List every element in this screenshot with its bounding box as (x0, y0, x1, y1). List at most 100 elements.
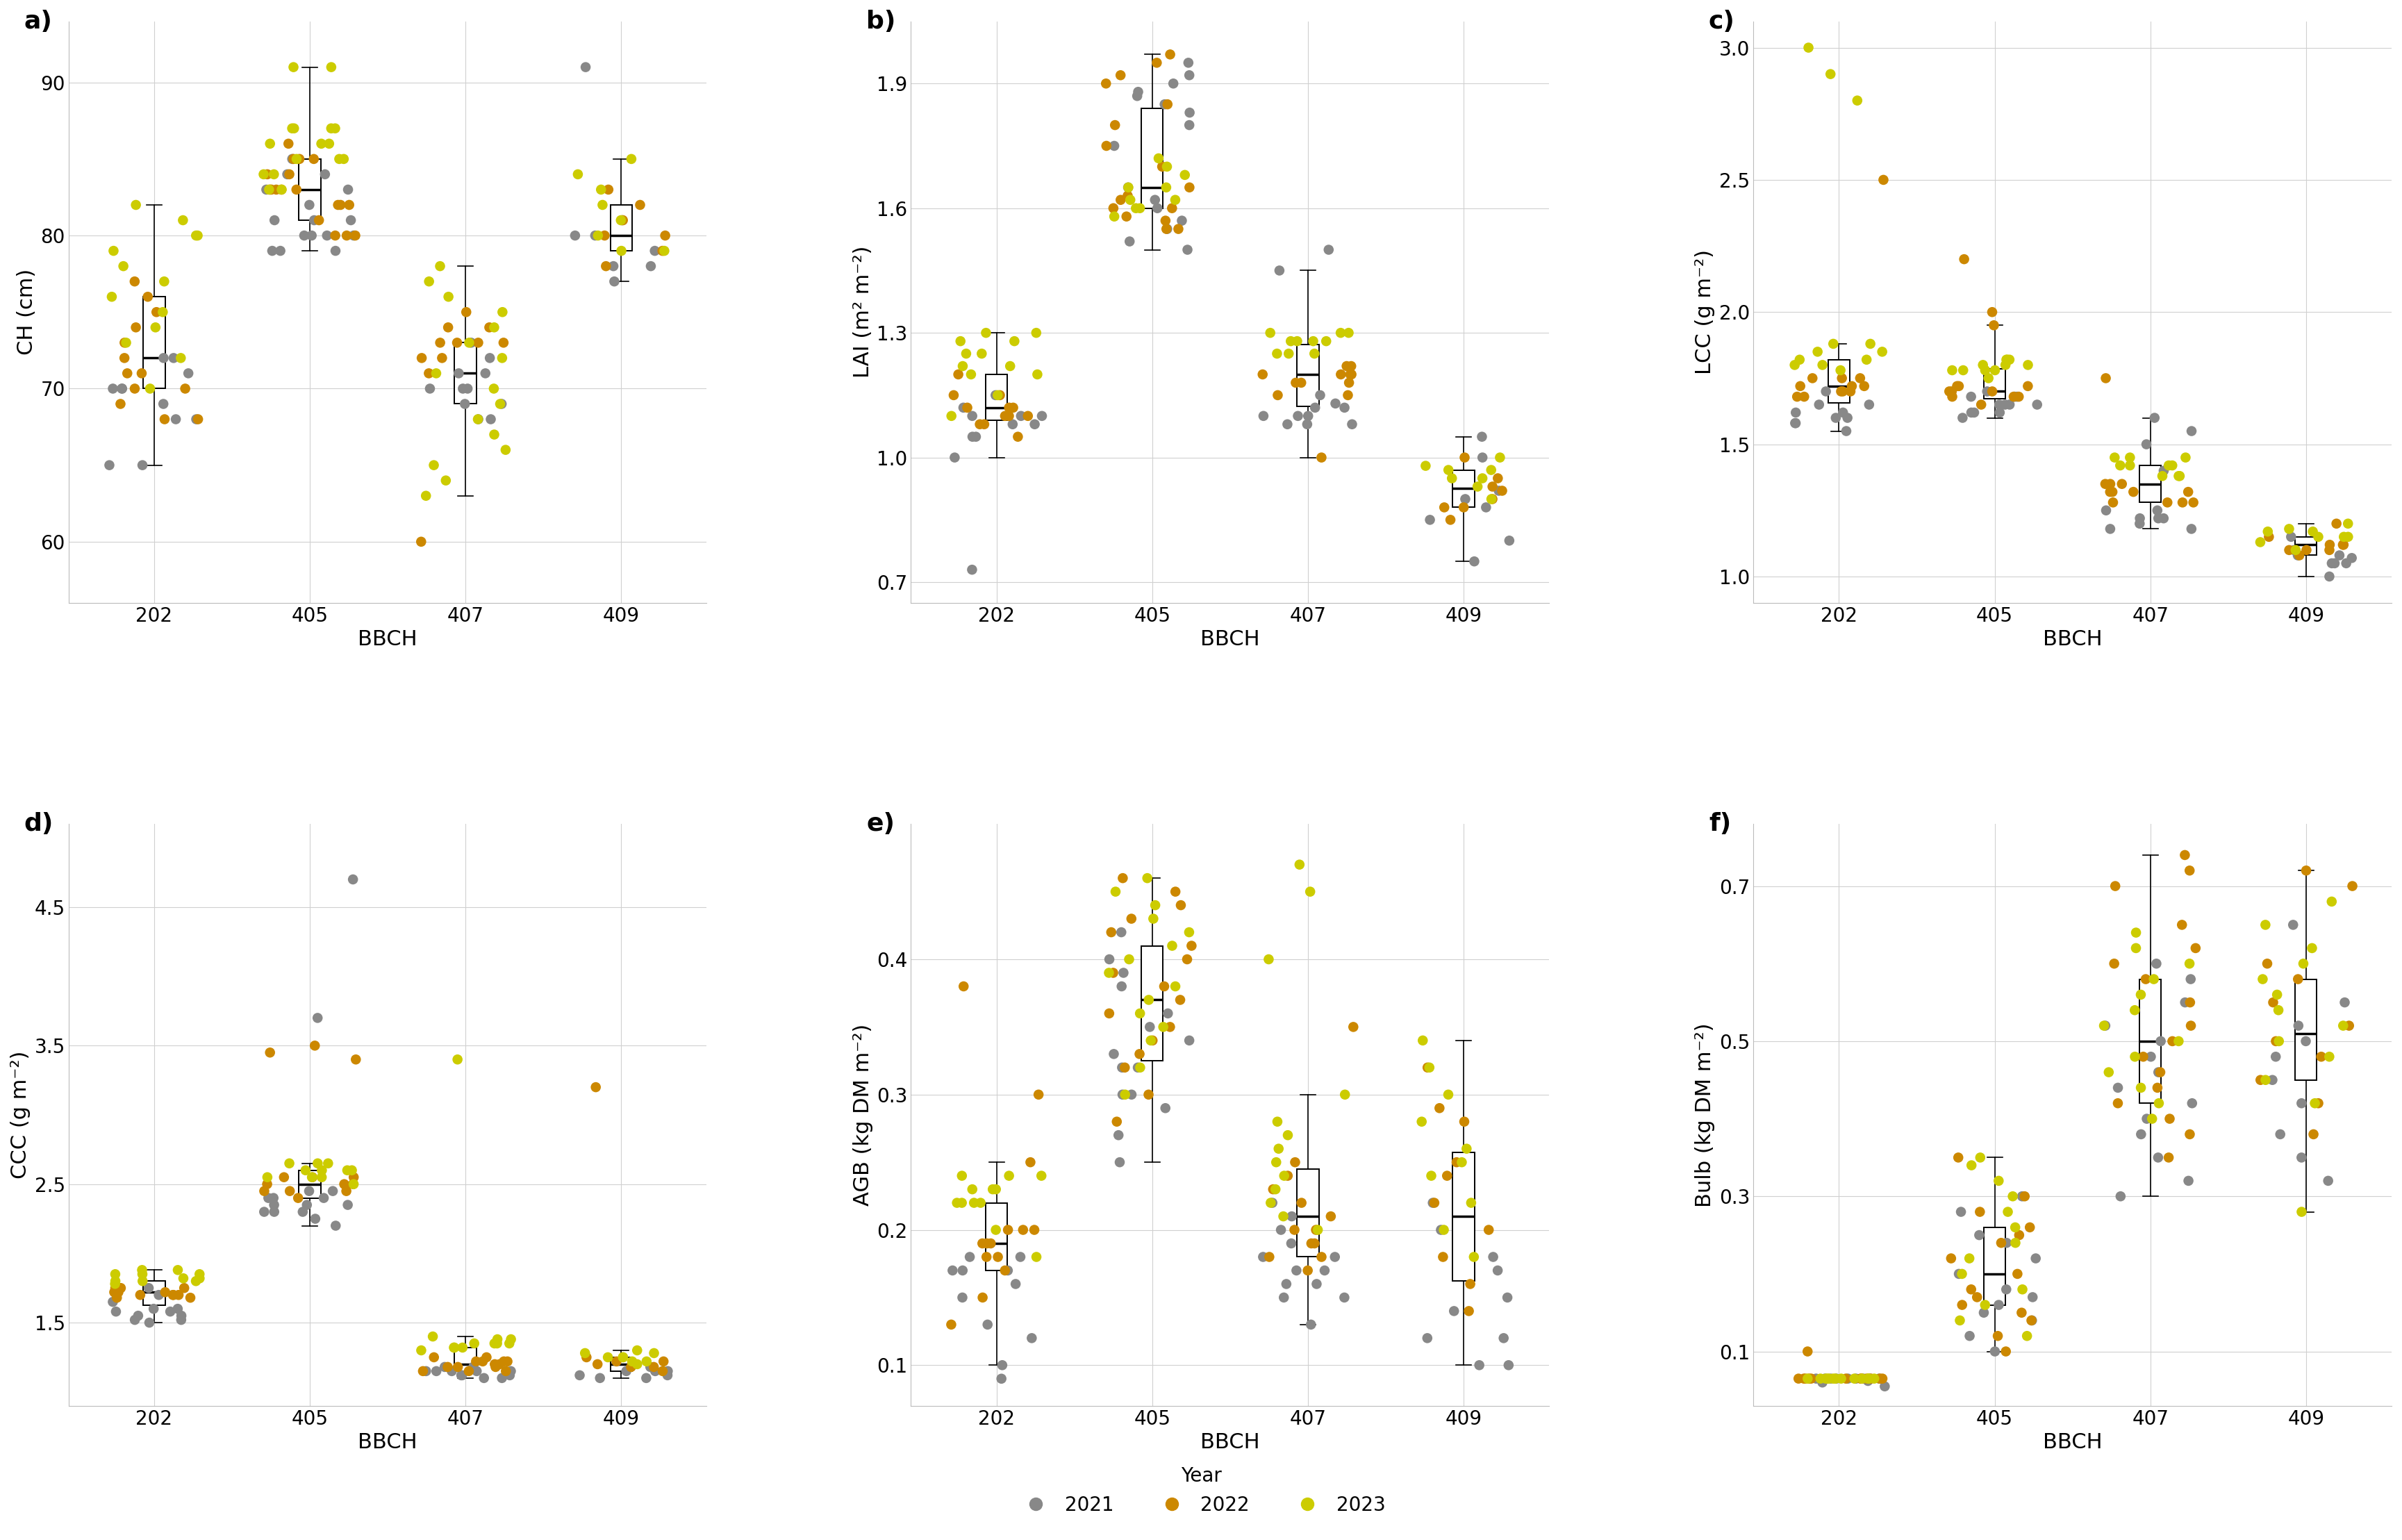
Point (1014, 1326, 1052, 1351)
Point (2241, 1067, 2279, 1092)
Point (2164, 490, 2203, 514)
Point (1302, 383, 1340, 408)
Point (334, 867, 372, 892)
Point (334, 1164, 372, 1189)
Point (2311, 537, 2349, 562)
Point (1009, 403, 1047, 428)
Point (1780, 374, 1818, 399)
Point (1249, 947, 1287, 972)
Point (1938, 374, 1977, 399)
Point (1866, 1374, 1905, 1398)
Point (963, 1230, 1002, 1255)
Point (2018, 1246, 2056, 1270)
Point (123, 1269, 161, 1294)
Point (293, 1164, 331, 1189)
Point (1119, 80, 1158, 105)
Point (944, 1258, 982, 1283)
Point (2013, 1307, 2051, 1332)
Point (447, 300, 485, 325)
Bar (1984, 370, 2006, 399)
Point (1117, 196, 1155, 220)
Point (2092, 516, 2131, 541)
Point (2248, 519, 2287, 544)
Point (444, 1335, 483, 1360)
Point (2308, 1169, 2347, 1193)
Point (1953, 1153, 1991, 1178)
Point (1850, 1366, 1888, 1391)
Point (123, 1258, 161, 1283)
Point (2171, 858, 2210, 882)
Point (567, 1344, 605, 1369)
Point (1427, 1163, 1465, 1187)
Point (327, 1178, 365, 1203)
Point (1955, 400, 1994, 425)
Point (1448, 1137, 1487, 1161)
Point (586, 223, 625, 248)
Point (430, 316, 468, 340)
Point (567, 55, 605, 80)
Point (990, 396, 1028, 420)
Point (1170, 1029, 1208, 1053)
Point (1256, 1150, 1295, 1175)
Point (1850, 1366, 1888, 1391)
Point (1429, 1083, 1468, 1107)
Point (1134, 1029, 1172, 1053)
Point (106, 331, 144, 356)
Point (315, 1178, 353, 1203)
Point (1307, 330, 1345, 354)
Point (2332, 873, 2371, 898)
Point (1842, 1366, 1881, 1391)
Point (96, 1280, 135, 1304)
Point (1972, 300, 2010, 325)
Point (994, 411, 1033, 436)
Point (1982, 1230, 2020, 1255)
Point (98, 1280, 137, 1304)
Point (596, 269, 634, 294)
Point (1117, 83, 1155, 108)
Point (1472, 487, 1511, 511)
Point (1821, 357, 1859, 382)
Point (2246, 913, 2284, 938)
X-axis label: BBCH: BBCH (2042, 630, 2102, 650)
Point (632, 254, 670, 279)
Point (963, 1286, 1002, 1311)
Point (247, 1164, 286, 1189)
Point (1268, 1272, 1307, 1297)
Point (276, 146, 315, 171)
Point (1328, 383, 1367, 408)
Point (608, 1358, 646, 1383)
Point (1023, 403, 1062, 428)
Point (2258, 1029, 2296, 1053)
Point (329, 177, 368, 202)
Bar (298, 159, 322, 220)
Legend: 2021, 2022, 2023: 2021, 2022, 2023 (1009, 1458, 1393, 1523)
Point (600, 208, 639, 233)
Point (1823, 379, 1862, 403)
Point (1103, 865, 1141, 890)
Point (476, 1355, 514, 1380)
Point (483, 391, 521, 416)
Point (1965, 353, 2003, 377)
Bar (454, 1348, 476, 1371)
Point (1119, 1055, 1158, 1080)
Point (1271, 342, 1309, 367)
Text: f): f) (1708, 813, 1732, 836)
Bar (1828, 360, 1850, 402)
Point (130, 1275, 168, 1300)
Point (118, 316, 156, 340)
Point (1432, 467, 1470, 491)
Point (310, 1150, 348, 1175)
Point (2121, 507, 2159, 531)
Point (166, 376, 204, 400)
Point (1403, 1029, 1441, 1053)
Point (303, 131, 341, 156)
Point (944, 354, 982, 379)
Point (1838, 88, 1876, 112)
Point (992, 354, 1030, 379)
Point (276, 177, 315, 202)
Point (454, 1355, 492, 1380)
Point (1136, 188, 1175, 213)
Point (2311, 533, 2349, 557)
Point (2171, 967, 2210, 992)
Point (147, 407, 185, 431)
